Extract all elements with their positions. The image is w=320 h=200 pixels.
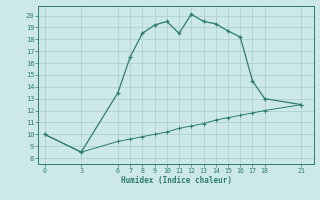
- X-axis label: Humidex (Indice chaleur): Humidex (Indice chaleur): [121, 176, 231, 185]
